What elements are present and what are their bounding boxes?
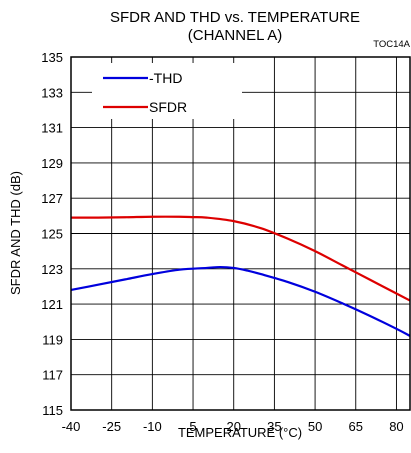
y-tick-label: 123 — [41, 262, 63, 277]
chart-subtitle: (CHANNEL A) — [188, 27, 282, 44]
x-axis-label: TEMPERATURE (°C) — [178, 425, 302, 440]
x-tick-label: 80 — [389, 419, 403, 434]
y-tick-label: 131 — [41, 121, 63, 136]
plot-frame — [70, 56, 411, 411]
y-tick-label: 135 — [41, 50, 63, 65]
chart-tag: TOC14A — [373, 39, 410, 50]
x-tick-label: 35 — [267, 419, 281, 434]
x-tick-label: -10 — [143, 419, 162, 434]
y-tick-label: 121 — [41, 297, 63, 312]
chart-title: SFDR AND THD vs. TEMPERATURE — [110, 9, 360, 26]
x-tick-label: -25 — [102, 419, 121, 434]
x-tick-label: 50 — [308, 419, 322, 434]
y-tick-label: 119 — [42, 332, 63, 347]
legend-box — [92, 63, 242, 119]
x-tick-label: -40 — [62, 419, 81, 434]
x-tick-label: 20 — [226, 419, 240, 434]
legend-label-sfdr: SFDR — [149, 99, 187, 115]
series-line-sfdr — [70, 215, 411, 302]
y-axis-label: SFDR AND THD (dB) — [8, 171, 23, 295]
y-tick-label: 127 — [41, 191, 63, 206]
y-tick-label: 133 — [41, 85, 63, 100]
y-tick-label: 125 — [41, 227, 63, 242]
y-tick-label: 117 — [42, 368, 63, 383]
series-group — [70, 215, 411, 337]
y-tick-label: 129 — [41, 156, 63, 171]
legend-label-thd: -THD — [149, 70, 182, 86]
series-line-thd — [70, 265, 411, 337]
legend: -THD SFDR — [92, 63, 242, 119]
tick-labels: -40 -25 -10 5 20 35 50 65 80 115 117 119 121 123 125 12… — [41, 50, 403, 434]
x-tick-label: 5 — [189, 419, 196, 434]
y-tick-label: 115 — [42, 403, 63, 418]
x-tick-label: 65 — [349, 419, 363, 434]
